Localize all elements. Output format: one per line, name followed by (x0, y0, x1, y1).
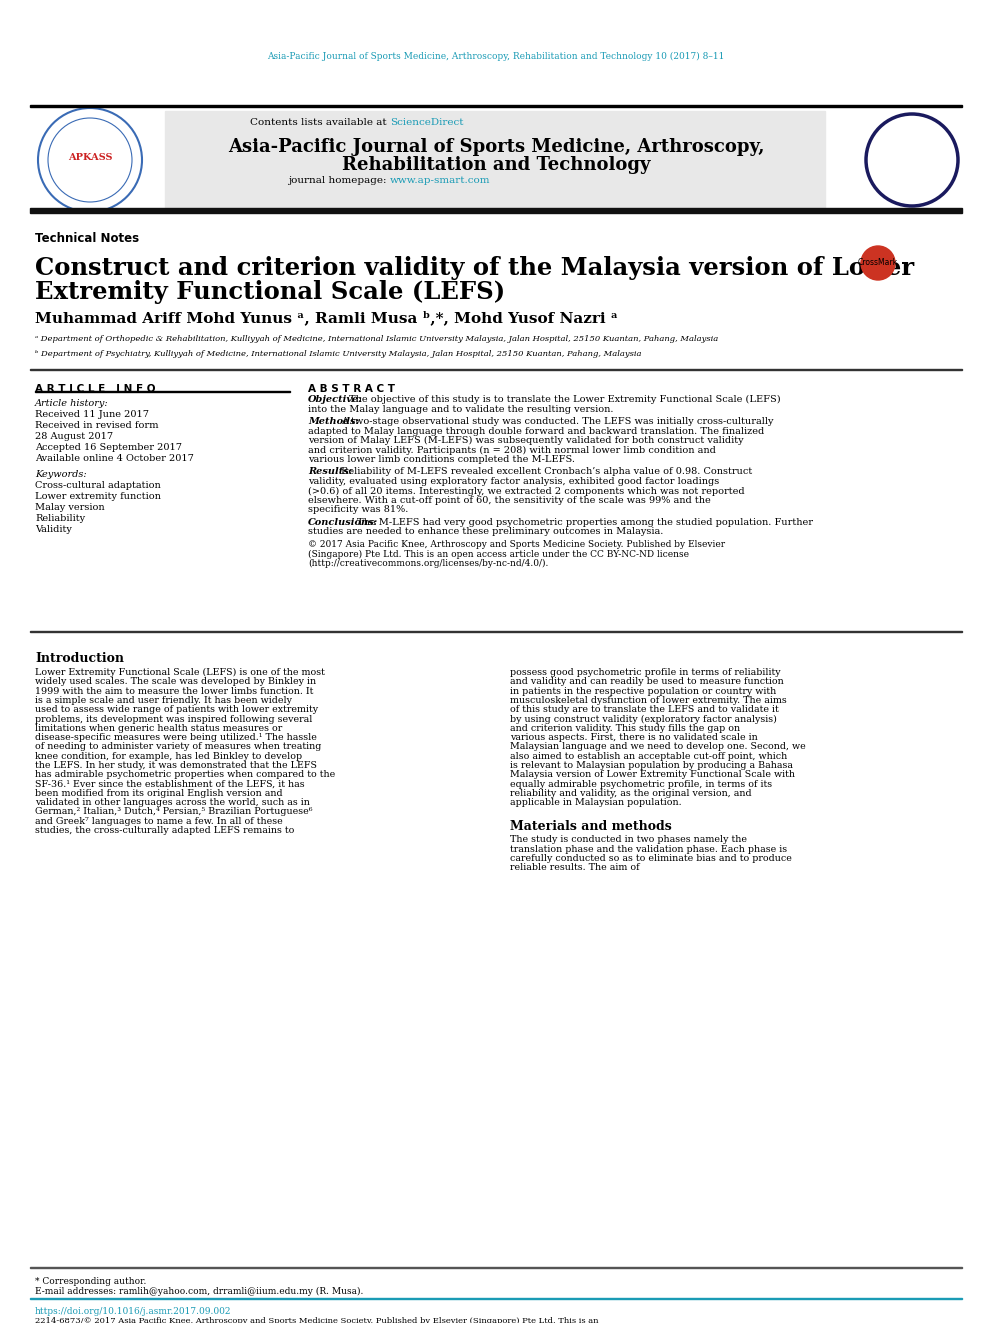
Text: ScienceDirect: ScienceDirect (390, 118, 463, 127)
Text: problems, its development was inspired following several: problems, its development was inspired f… (35, 714, 312, 724)
Text: Malay version: Malay version (35, 503, 104, 512)
Text: Received 11 June 2017: Received 11 June 2017 (35, 410, 149, 419)
Text: 28 August 2017: 28 August 2017 (35, 433, 113, 441)
Text: in patients in the respective population or country with: in patients in the respective population… (510, 687, 777, 696)
Text: and validity and can readily be used to measure function: and validity and can readily be used to … (510, 677, 784, 687)
Text: also aimed to establish an acceptable cut-off point, which: also aimed to establish an acceptable cu… (510, 751, 788, 761)
Bar (30, 105, 962, 107)
Text: carefully conducted so as to eliminate bias and to produce: carefully conducted so as to eliminate b… (510, 855, 792, 863)
Text: Cross-cultural adaptation: Cross-cultural adaptation (35, 482, 161, 490)
Text: Received in revised form: Received in revised form (35, 421, 159, 430)
Text: E-mail addresses: ramlih@yahoo.com, drramli@iium.edu.my (R. Musa).: E-mail addresses: ramlih@yahoo.com, drra… (35, 1287, 363, 1297)
Text: Contents lists available at: Contents lists available at (250, 118, 390, 127)
Text: elsewhere. With a cut-off point of 60, the sensitivity of the scale was 99% and : elsewhere. With a cut-off point of 60, t… (308, 496, 710, 505)
Bar (30, 631, 962, 632)
Text: Lower extremity function: Lower extremity function (35, 492, 161, 501)
Text: (http://creativecommons.org/licenses/by-nc-nd/4.0/).: (http://creativecommons.org/licenses/by-… (308, 560, 549, 568)
Text: into the Malay language and to validate the resulting version.: into the Malay language and to validate … (308, 405, 613, 414)
Text: https://doi.org/10.1016/j.asmr.2017.09.002: https://doi.org/10.1016/j.asmr.2017.09.0… (35, 1307, 231, 1316)
Text: limitations when generic health status measures or: limitations when generic health status m… (35, 724, 283, 733)
Text: has admirable psychometric properties when compared to the: has admirable psychometric properties wh… (35, 770, 335, 779)
Bar (30, 369, 962, 370)
Text: various aspects. First, there is no validated scale in: various aspects. First, there is no vali… (510, 733, 758, 742)
Text: Conclusions:: Conclusions: (308, 519, 378, 527)
Text: Asia-Pacific Journal of Sports Medicine, Arthroscopy, Rehabilitation and Technol: Asia-Pacific Journal of Sports Medicine,… (267, 52, 725, 61)
Text: * Corresponding author.: * Corresponding author. (35, 1277, 147, 1286)
Text: musculoskeletal dysfunction of lower extremity. The aims: musculoskeletal dysfunction of lower ext… (510, 696, 787, 705)
Text: equally admirable psychometric profile, in terms of its: equally admirable psychometric profile, … (510, 779, 772, 789)
Text: A B S T R A C T: A B S T R A C T (308, 384, 395, 394)
Text: The M-LEFS had very good psychometric properties among the studied population. F: The M-LEFS had very good psychometric pr… (357, 519, 813, 527)
Text: and Greek⁷ languages to name a few. In all of these: and Greek⁷ languages to name a few. In a… (35, 816, 283, 826)
Text: disease-specific measures were being utilized.¹ The hassle: disease-specific measures were being uti… (35, 733, 316, 742)
Text: journal homepage:: journal homepage: (289, 176, 390, 185)
Text: Validity: Validity (35, 525, 71, 534)
Text: (>0.6) of all 20 items. Interestingly, we extracted 2 components which was not r: (>0.6) of all 20 items. Interestingly, w… (308, 487, 745, 496)
Text: Malaysian language and we need to develop one. Second, we: Malaysian language and we need to develo… (510, 742, 806, 751)
Text: studies are needed to enhance these preliminary outcomes in Malaysia.: studies are needed to enhance these prel… (308, 528, 664, 537)
Text: by using construct validity (exploratory factor analysis): by using construct validity (exploratory… (510, 714, 777, 724)
Text: Rehabilitation and Technology: Rehabilitation and Technology (342, 156, 650, 175)
Text: used to assess wide range of patients with lower extremity: used to assess wide range of patients wi… (35, 705, 318, 714)
Text: and criterion validity. This study fills the gap on: and criterion validity. This study fills… (510, 724, 740, 733)
Text: version of Malay LEFS (M-LEFS) was subsequently validated for both construct val: version of Malay LEFS (M-LEFS) was subse… (308, 437, 744, 445)
Text: various lower limb conditions completed the M-LEFS.: various lower limb conditions completed … (308, 455, 575, 464)
Text: Construct and criterion validity of the Malaysia version of Lower: Construct and criterion validity of the … (35, 255, 914, 280)
Text: the LEFS. In her study, it was demonstrated that the LEFS: the LEFS. In her study, it was demonstra… (35, 761, 317, 770)
Text: APKASS: APKASS (67, 153, 112, 161)
Text: Lower Extremity Functional Scale (LEFS) is one of the most: Lower Extremity Functional Scale (LEFS) … (35, 668, 324, 677)
Bar (165, 111, 825, 208)
Text: knee condition, for example, has led Binkley to develop: knee condition, for example, has led Bin… (35, 751, 303, 761)
Text: The objective of this study is to translate the Lower Extremity Functional Scale: The objective of this study is to transl… (349, 396, 781, 404)
Text: of this study are to translate the LEFS and to validate it: of this study are to translate the LEFS … (510, 705, 779, 714)
Text: 2214-6873/© 2017 Asia Pacific Knee, Arthroscopy and Sports Medicine Society. Pub: 2214-6873/© 2017 Asia Pacific Knee, Arth… (35, 1316, 598, 1323)
Text: Asia-Pacific Journal of Sports Medicine, Arthroscopy,: Asia-Pacific Journal of Sports Medicine,… (228, 138, 764, 156)
Circle shape (861, 246, 895, 280)
Text: possess good psychometric profile in terms of reliability: possess good psychometric profile in ter… (510, 668, 781, 677)
Text: Malaysia version of Lower Extremity Functional Scale with: Malaysia version of Lower Extremity Func… (510, 770, 795, 779)
Text: Accepted 16 September 2017: Accepted 16 September 2017 (35, 443, 182, 452)
Text: Available online 4 October 2017: Available online 4 October 2017 (35, 454, 193, 463)
Text: is relevant to Malaysian population by producing a Bahasa: is relevant to Malaysian population by p… (510, 761, 793, 770)
Text: A R T I C L E   I N F O: A R T I C L E I N F O (35, 384, 156, 394)
Text: Article history:: Article history: (35, 400, 109, 407)
Text: been modified from its original English version and: been modified from its original English … (35, 789, 283, 798)
Text: applicable in Malaysian population.: applicable in Malaysian population. (510, 798, 682, 807)
Text: specificity was 81%.: specificity was 81%. (308, 505, 409, 515)
Text: www.ap-smart.com: www.ap-smart.com (390, 176, 490, 185)
Text: 1999 with the aim to measure the lower limbs function. It: 1999 with the aim to measure the lower l… (35, 687, 313, 696)
Text: Extremity Functional Scale (LEFS): Extremity Functional Scale (LEFS) (35, 280, 505, 304)
Text: adapted to Malay language through double forward and backward translation. The f: adapted to Malay language through double… (308, 426, 764, 435)
Text: Objective:: Objective: (308, 396, 363, 404)
Text: German,² Italian,³ Dutch,⁴ Persian,⁵ Brazilian Portuguese⁶: German,² Italian,³ Dutch,⁴ Persian,⁵ Bra… (35, 807, 312, 816)
Text: Introduction: Introduction (35, 652, 124, 665)
Text: validated in other languages across the world, such as in: validated in other languages across the … (35, 798, 310, 807)
Text: CrossMark: CrossMark (858, 258, 898, 267)
Text: Materials and methods: Materials and methods (510, 819, 672, 832)
Text: The study is conducted in two phases namely the: The study is conducted in two phases nam… (510, 836, 747, 844)
Text: reliable results. The aim of: reliable results. The aim of (510, 864, 640, 872)
Bar (30, 208, 962, 213)
Text: Methods:: Methods: (308, 417, 359, 426)
Text: ᵇ Department of Psychiatry, Kulliyyah of Medicine, International Islamic Univers: ᵇ Department of Psychiatry, Kulliyyah of… (35, 351, 642, 359)
Text: Reliability of M-LEFS revealed excellent Cronbach’s alpha value of 0.98. Constru: Reliability of M-LEFS revealed excellent… (341, 467, 752, 476)
Text: Technical Notes: Technical Notes (35, 232, 139, 245)
Text: Results:: Results: (308, 467, 352, 476)
Text: and criterion validity. Participants (n = 208) with normal lower limb condition : and criterion validity. Participants (n … (308, 446, 716, 455)
Text: Muhammad Ariff Mohd Yunus ᵃ, Ramli Musa ᵇ,*, Mohd Yusof Nazri ᵃ: Muhammad Ariff Mohd Yunus ᵃ, Ramli Musa … (35, 310, 618, 325)
Text: widely used scales. The scale was developed by Binkley in: widely used scales. The scale was develo… (35, 677, 316, 687)
Text: translation phase and the validation phase. Each phase is: translation phase and the validation pha… (510, 845, 787, 853)
Text: A two-stage observational study was conducted. The LEFS was initially cross-cult: A two-stage observational study was cond… (341, 417, 774, 426)
Text: ᵃ Department of Orthopedic & Rehabilitation, Kulliyyah of Medicine, Internationa: ᵃ Department of Orthopedic & Rehabilitat… (35, 335, 718, 343)
Text: Keywords:: Keywords: (35, 470, 86, 479)
Text: reliability and validity, as the original version, and: reliability and validity, as the origina… (510, 789, 752, 798)
Text: of needing to administer variety of measures when treating: of needing to administer variety of meas… (35, 742, 321, 751)
Text: is a simple scale and user friendly. It has been widely: is a simple scale and user friendly. It … (35, 696, 292, 705)
Text: SF-36.¹ Ever since the establishment of the LEFS, it has: SF-36.¹ Ever since the establishment of … (35, 779, 305, 789)
Text: validity, evaluated using exploratory factor analysis, exhibited good factor loa: validity, evaluated using exploratory fa… (308, 478, 719, 486)
Text: Reliability: Reliability (35, 515, 85, 523)
Text: © 2017 Asia Pacific Knee, Arthroscopy and Sports Medicine Society. Published by : © 2017 Asia Pacific Knee, Arthroscopy an… (308, 540, 725, 549)
Text: (Singapore) Pte Ltd. This is an open access article under the CC BY-NC-ND licens: (Singapore) Pte Ltd. This is an open acc… (308, 549, 689, 558)
Text: studies, the cross-culturally adapted LEFS remains to: studies, the cross-culturally adapted LE… (35, 826, 295, 835)
